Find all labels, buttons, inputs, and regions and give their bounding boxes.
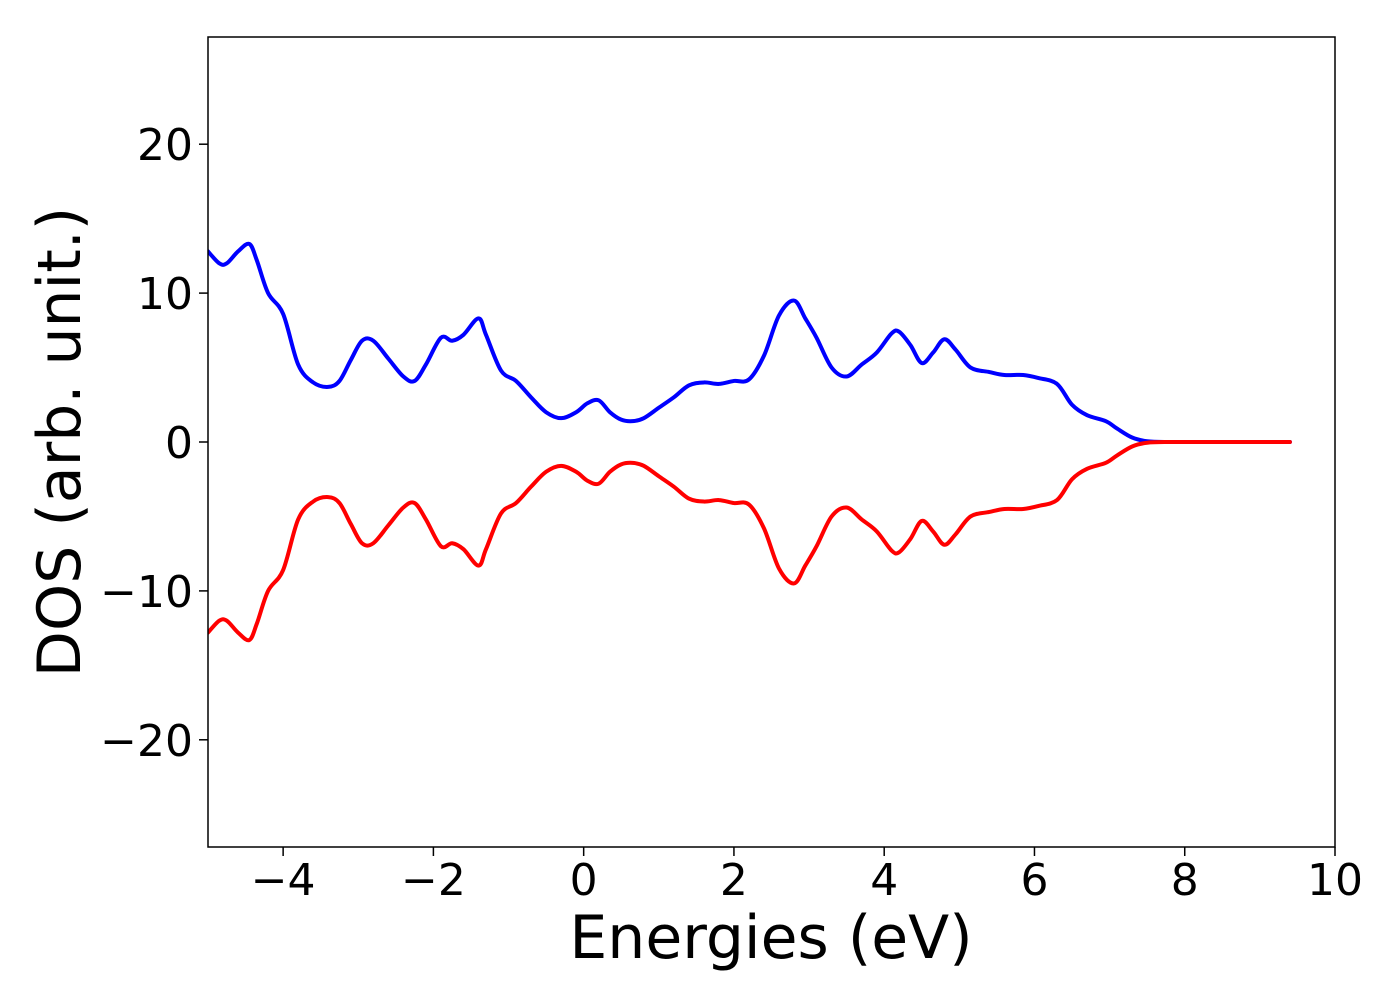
series-line-spin-up: [208, 241, 1292, 445]
y-tick-label: −10: [100, 567, 193, 618]
y-tick-label: 10: [137, 269, 193, 320]
y-axis-title: DOS (arb. unit.): [25, 207, 95, 677]
x-tick-label: 0: [570, 855, 598, 906]
x-axis-title: Energies (eV): [569, 903, 972, 973]
x-tick-label: 4: [870, 855, 898, 906]
x-tick-label: 8: [1171, 855, 1199, 906]
x-tick-label: 10: [1307, 855, 1363, 906]
y-tick-label: 0: [165, 418, 193, 469]
x-axis: −4 −2 0 2 4 6 8 10: [251, 847, 1363, 906]
series-line-spin-down: [208, 439, 1292, 643]
series-layer: [208, 241, 1292, 643]
x-tick-label: 2: [720, 855, 748, 906]
y-axis: −20 −10 0 10 20: [100, 120, 208, 767]
x-tick-label: 6: [1020, 855, 1048, 906]
x-tick-label: −2: [401, 855, 466, 906]
x-tick-label: −4: [251, 855, 316, 906]
y-tick-label: −20: [100, 716, 193, 767]
y-tick-label: 20: [137, 120, 193, 171]
